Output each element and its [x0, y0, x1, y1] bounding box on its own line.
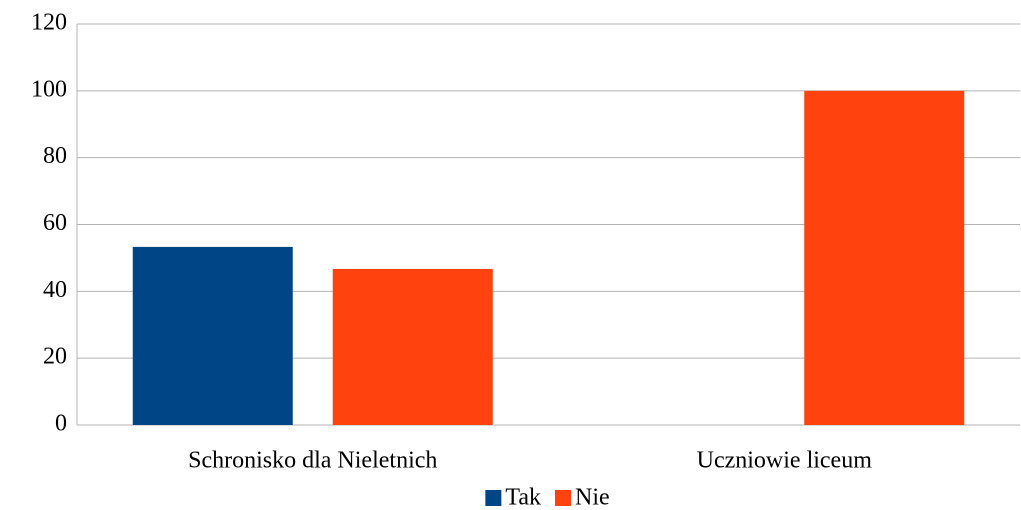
y-tick-label: 100 [31, 76, 67, 102]
bar [804, 90, 965, 425]
x-tick-label: Schronisko dla Nieletnich [188, 448, 437, 474]
bar [332, 268, 493, 425]
y-tick-label: 60 [43, 210, 67, 236]
legend-label: Nie [575, 485, 610, 510]
y-tick-label: 80 [43, 143, 67, 169]
y-tick-label: 20 [43, 344, 67, 370]
x-tick-label: Uczniowie liceum [697, 448, 873, 474]
legend-label: Tak [505, 485, 541, 510]
legend-swatch [554, 490, 571, 506]
legend-swatch [485, 490, 502, 506]
bar [132, 246, 293, 425]
y-tick-label: 40 [43, 277, 67, 303]
y-tick-label: 120 [31, 10, 67, 36]
y-tick-label: 0 [55, 411, 67, 437]
